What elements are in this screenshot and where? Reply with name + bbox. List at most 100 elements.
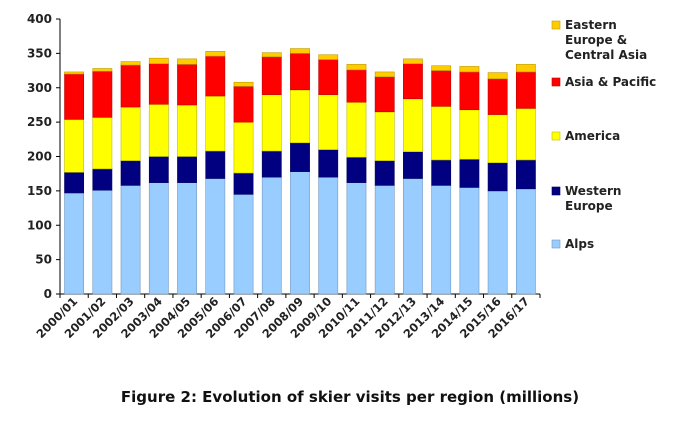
bar-segment [403, 98, 423, 152]
bar-segment [177, 58, 197, 65]
bar-segment [92, 68, 113, 72]
bar-segment [261, 94, 282, 152]
bar-segment [515, 159, 536, 190]
bar-segment [487, 72, 508, 80]
bar-segment [515, 71, 536, 109]
bar-segment [92, 168, 113, 191]
bar-segment [459, 158, 480, 188]
bar-segment [346, 182, 367, 295]
legend-item: America [551, 129, 620, 143]
bar-segment [318, 94, 339, 150]
bar-segment [148, 182, 169, 295]
bar-segment [92, 189, 113, 295]
bar-segment [233, 121, 254, 174]
bar-segment [64, 172, 85, 194]
legend-item: Western Europe [551, 184, 621, 213]
bar-segment [120, 160, 141, 186]
bar-segment [290, 171, 310, 295]
bar-segment [487, 78, 508, 115]
bar-segment [261, 52, 282, 58]
bar-segment [120, 64, 141, 108]
bar-segment [92, 117, 113, 170]
bar-segment [318, 176, 339, 295]
bar-segment [346, 69, 367, 103]
bar-segment [233, 172, 254, 195]
bar-segment [346, 101, 367, 158]
bar-segment [177, 182, 197, 295]
bar-segment [318, 149, 339, 178]
legend-label: Asia & Pacific [565, 75, 656, 89]
figure-caption: Figure 2: Evolution of skier visits per … [120, 388, 580, 406]
bar-segment [374, 160, 395, 186]
y-tick-label: 50 [35, 253, 52, 267]
bar-segment [346, 64, 367, 71]
bar-segment [148, 156, 169, 183]
legend-label: Western Europe [565, 184, 621, 213]
bar-segment [374, 111, 395, 161]
bar-segment [261, 176, 282, 295]
bar-segment [403, 151, 423, 179]
legend-swatch [551, 186, 561, 196]
bar-segment [261, 56, 282, 95]
legend-item: Eastern Europe & Central Asia [551, 18, 647, 62]
bar-segment [290, 53, 310, 91]
y-tick-label: 300 [27, 81, 52, 95]
bar-segment [290, 89, 310, 144]
bar-segment [487, 114, 508, 163]
bar-segment [290, 48, 310, 54]
bar-segment [233, 86, 254, 123]
bar-segment [120, 106, 141, 161]
y-tick-label: 200 [27, 150, 52, 164]
y-tick-label: 400 [27, 12, 52, 26]
bar-segment [318, 59, 339, 95]
bar-segment [205, 55, 226, 97]
legend-swatch [551, 20, 561, 30]
bar-segment [459, 66, 480, 73]
bar-segment [515, 108, 536, 161]
bar-segment [177, 64, 197, 106]
bar-segment [148, 63, 169, 105]
bar-segment [205, 150, 226, 179]
bar-segment [64, 192, 85, 295]
legend-swatch [551, 77, 561, 87]
bar-segment [487, 190, 508, 295]
bar-segment [261, 150, 282, 178]
bar-segment [290, 142, 310, 172]
bar-segment [515, 188, 536, 295]
bar-segment [431, 185, 452, 295]
bar-segment [64, 119, 85, 173]
y-tick-label: 350 [27, 46, 52, 60]
bar-segment [403, 178, 423, 295]
y-tick-label: 250 [27, 115, 52, 129]
legend-swatch [551, 239, 561, 249]
legend-item: Asia & Pacific [551, 75, 656, 89]
bar-segment [431, 65, 452, 71]
bar-segment [148, 103, 169, 157]
bar-segment [205, 178, 226, 295]
bar-segment [120, 185, 141, 295]
bar-segment [431, 106, 452, 161]
bar-segment [233, 194, 254, 295]
chart-area: 0 50 100 150 200 250 300 350 400 2000/01 2001/02 20… [27, 12, 656, 341]
bar-segment [374, 76, 395, 113]
legend-item: Alps [551, 237, 594, 251]
bar-segment [318, 54, 339, 60]
bar-segment [177, 104, 197, 157]
bar-segment [346, 156, 367, 183]
legend-label: Alps [565, 237, 594, 251]
bar-segment [431, 159, 452, 186]
bar-segment [431, 70, 452, 107]
stacked-bar-chart: 0501001502002503003504002000/012001/0220… [27, 12, 656, 341]
bar-segment [205, 95, 226, 152]
bar-segment [148, 57, 169, 64]
legend-label: America [565, 129, 620, 143]
bar-segment [515, 64, 536, 73]
legend-label: Eastern Europe & Central Asia [565, 18, 647, 62]
bar-segment [64, 73, 85, 120]
bar-segment [403, 63, 423, 100]
bar-segment [459, 109, 480, 160]
bar-segment [403, 58, 423, 64]
bar-segment [374, 71, 395, 78]
bar-segment [120, 61, 141, 66]
legend-swatch [551, 131, 561, 141]
